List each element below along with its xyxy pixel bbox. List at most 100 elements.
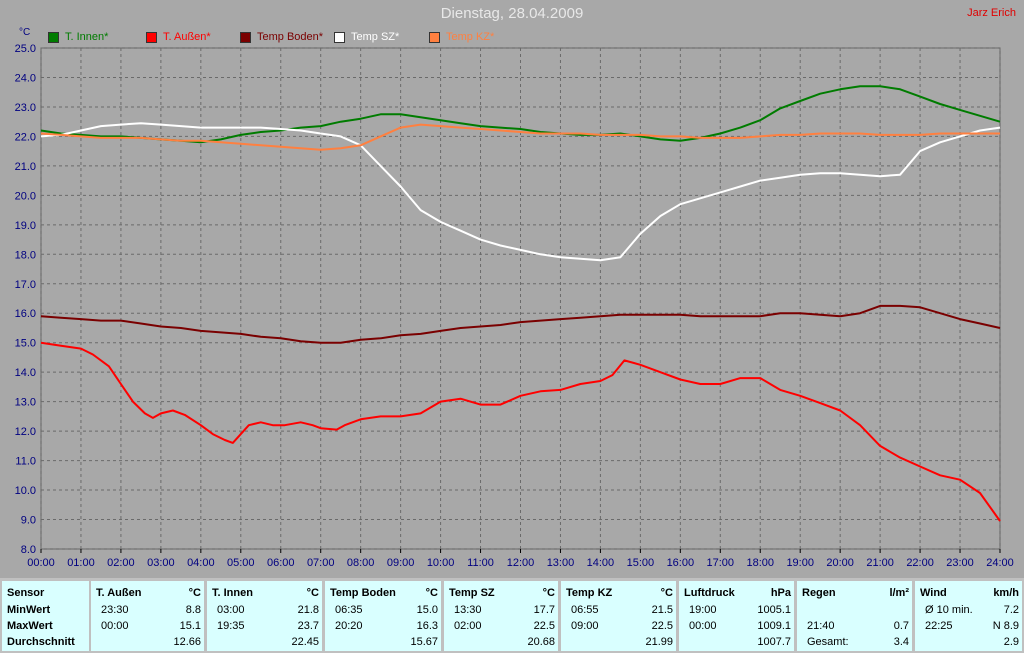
stats-panel: Regen l/m² 21:40 0.7 Gesamt: 3.4 bbox=[797, 581, 912, 651]
legend-item: Temp KZ* bbox=[429, 31, 494, 43]
x-tick-label: 16:00 bbox=[667, 557, 695, 569]
x-tick-label: 13:00 bbox=[547, 557, 575, 569]
x-tick-label: 00:00 bbox=[27, 557, 55, 569]
stats-value: 21.99 bbox=[645, 636, 673, 648]
series-lines bbox=[40, 85, 1001, 522]
stats-panel: T. Außen °C 23:30 8.8 00:00 15.1 12.66 bbox=[91, 581, 204, 651]
y-tick-label: 13.0 bbox=[15, 397, 36, 409]
author-label: Jarz Erich bbox=[967, 7, 1016, 19]
legend-label: T. Innen* bbox=[65, 31, 109, 43]
stats-row-label: MaxWert bbox=[7, 620, 53, 632]
legend-label: T. Außen* bbox=[163, 31, 211, 43]
stats-row: 21.99 bbox=[561, 636, 676, 652]
stats-panel-title: Sensor bbox=[7, 587, 45, 599]
stats-panel-unit: °C bbox=[188, 587, 201, 599]
stats-panel: Sensor MinWert MaxWert Durchschnitt bbox=[2, 581, 89, 651]
stats-row-label: Durchschnitt bbox=[7, 636, 75, 648]
stats-row: 2.9 bbox=[915, 636, 1022, 652]
stats-value: 17.7 bbox=[533, 604, 555, 616]
stats-value: 3.4 bbox=[893, 636, 909, 648]
series-line-3 bbox=[40, 304, 1001, 344]
stats-value: 22.5 bbox=[533, 620, 555, 632]
stats-time: 09:00 bbox=[571, 620, 599, 632]
stats-row: Ø 10 min. 7.2 bbox=[915, 604, 1022, 620]
y-tick-label: 22.0 bbox=[15, 131, 36, 143]
stats-panel-unit: l/m² bbox=[889, 587, 909, 599]
stats-row: 00:00 15.1 bbox=[91, 620, 204, 636]
stats-value: 15.0 bbox=[416, 604, 438, 616]
legend-item: Temp SZ* bbox=[334, 31, 399, 43]
legend-swatch bbox=[334, 31, 345, 43]
stats-row: 22:25 N 8.9 bbox=[915, 620, 1022, 636]
stats-time: 03:00 bbox=[217, 604, 245, 616]
stats-value: 23.7 bbox=[297, 620, 319, 632]
x-tick-label: 15:00 bbox=[627, 557, 655, 569]
series-line-2 bbox=[40, 341, 1001, 522]
stats-time: 19:00 bbox=[689, 604, 717, 616]
stats-row bbox=[797, 604, 912, 620]
stats-panel: Temp KZ °C 06:55 21.5 09:00 22.5 21.99 bbox=[561, 581, 676, 651]
stats-time: 23:30 bbox=[101, 604, 129, 616]
x-tick-label: 18:00 bbox=[746, 557, 774, 569]
stats-time: 20:20 bbox=[335, 620, 363, 632]
x-tick-label: 05:00 bbox=[227, 557, 255, 569]
stats-time: 06:35 bbox=[335, 604, 363, 616]
y-tick-label: 18.0 bbox=[15, 249, 36, 261]
statistics-table: Sensor MinWert MaxWert Durchschnitt T. Außen… bbox=[0, 578, 1024, 653]
legend-label: Temp Boden* bbox=[257, 31, 324, 43]
x-tick-label: 20:00 bbox=[826, 557, 854, 569]
stats-row: 12.66 bbox=[91, 636, 204, 652]
x-tick-label: 19:00 bbox=[786, 557, 814, 569]
x-tick-label: 06:00 bbox=[267, 557, 295, 569]
stats-panel-title: Temp KZ bbox=[566, 587, 613, 599]
legend-label: Temp SZ* bbox=[351, 31, 400, 43]
stats-value: 22.45 bbox=[291, 636, 319, 648]
stats-row: 19:00 1005.1 bbox=[679, 604, 794, 620]
x-tick-label: 04:00 bbox=[187, 557, 215, 569]
stats-panel: Temp Boden °C 06:35 15.0 20:20 16.3 15.67 bbox=[325, 581, 441, 651]
stats-value: 1005.1 bbox=[757, 604, 791, 616]
stats-time: Ø 10 min. bbox=[925, 604, 973, 616]
stats-row: 09:00 22.5 bbox=[561, 620, 676, 636]
stats-time: 21:40 bbox=[807, 620, 835, 632]
stats-value: 20.68 bbox=[527, 636, 555, 648]
y-tick-label: 15.0 bbox=[15, 338, 36, 350]
stats-value: 15.67 bbox=[410, 636, 438, 648]
y-tick-label: 11.0 bbox=[15, 456, 36, 468]
stats-row: Gesamt: 3.4 bbox=[797, 636, 912, 652]
stats-value: 22.5 bbox=[651, 620, 673, 632]
y-tick-label: 23.0 bbox=[15, 102, 36, 114]
y-tick-label: 9.0 bbox=[21, 515, 36, 527]
y-tick-label: 10.0 bbox=[15, 485, 36, 497]
x-tick-label: 08:00 bbox=[347, 557, 375, 569]
stats-panel-title: T. Innen bbox=[212, 587, 253, 599]
series-line-4 bbox=[40, 122, 1001, 262]
stats-panel-unit: °C bbox=[542, 587, 555, 599]
x-tick-label: 23:00 bbox=[946, 557, 974, 569]
stats-time: 22:25 bbox=[925, 620, 953, 632]
stats-panel-unit: °C bbox=[306, 587, 319, 599]
stats-panel-title: T. Außen bbox=[96, 587, 142, 599]
stats-row: 15.67 bbox=[325, 636, 441, 652]
stats-value: 8.8 bbox=[185, 604, 201, 616]
stats-value: 21.8 bbox=[297, 604, 319, 616]
x-tick-label: 11:00 bbox=[467, 557, 494, 569]
x-tick-label: 21:00 bbox=[866, 557, 894, 569]
legend-swatch bbox=[240, 31, 251, 43]
stats-row: 13:30 17.7 bbox=[444, 604, 558, 620]
x-tick-label: 01:00 bbox=[67, 557, 95, 569]
x-tick-label: 03:00 bbox=[147, 557, 175, 569]
x-tick-label: 14:00 bbox=[587, 557, 615, 569]
stats-row: 1007.7 bbox=[679, 636, 794, 652]
stats-value: N 8.9 bbox=[992, 620, 1019, 632]
x-tick-label: 17:00 bbox=[707, 557, 735, 569]
y-tick-label: 8.0 bbox=[21, 544, 36, 556]
stats-time: 13:30 bbox=[454, 604, 482, 616]
y-axis-ticks: 8.0 9.0 10.0 11.0 12.0 13.0 14.0 15.0 16.0 17.0 18… bbox=[15, 43, 36, 556]
stats-time: 06:55 bbox=[571, 604, 599, 616]
legend-item: T. Außen* bbox=[146, 31, 211, 43]
stats-row: 19:35 23.7 bbox=[207, 620, 322, 636]
stats-panel-unit: °C bbox=[660, 587, 673, 599]
x-tick-label: 10:00 bbox=[427, 557, 455, 569]
chart-area: 8.0 9.0 10.0 11.0 12.0 13.0 14.0 15.0 16.0 17.0 18… bbox=[0, 0, 1024, 578]
